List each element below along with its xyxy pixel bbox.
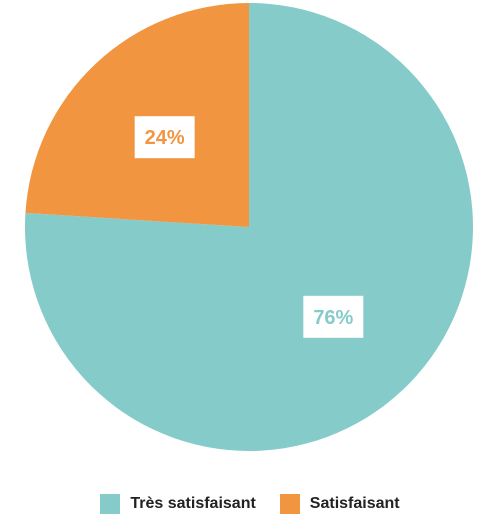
legend-item-tres-satisfaisant: Très satisfaisant <box>100 494 256 514</box>
legend-label-satisfaisant: Satisfaisant <box>309 495 400 512</box>
pie-slice-satisfaisant <box>25 3 249 227</box>
legend-swatch-satisfaisant <box>279 494 300 514</box>
data-label-box-tres-satisfaisant <box>303 295 364 338</box>
legend: Très satisfaisant Satisfaisant <box>0 494 500 514</box>
pie-chart: 76% 24% <box>24 3 473 451</box>
data-label-tres-satisfaisant: 76% <box>303 295 364 338</box>
data-label-box-satisfaisant <box>134 116 195 159</box>
legend-item-satisfaisant: Satisfaisant <box>279 494 400 514</box>
legend-label-tres-satisfaisant: Très satisfaisant <box>130 495 256 512</box>
legend-swatch-tres-satisfaisant <box>100 494 121 514</box>
data-label-text-tres-satisfaisant: 76% <box>313 307 353 329</box>
data-label-text-satisfaisant: 24% <box>145 127 185 149</box>
data-label-satisfaisant: 24% <box>134 116 195 159</box>
